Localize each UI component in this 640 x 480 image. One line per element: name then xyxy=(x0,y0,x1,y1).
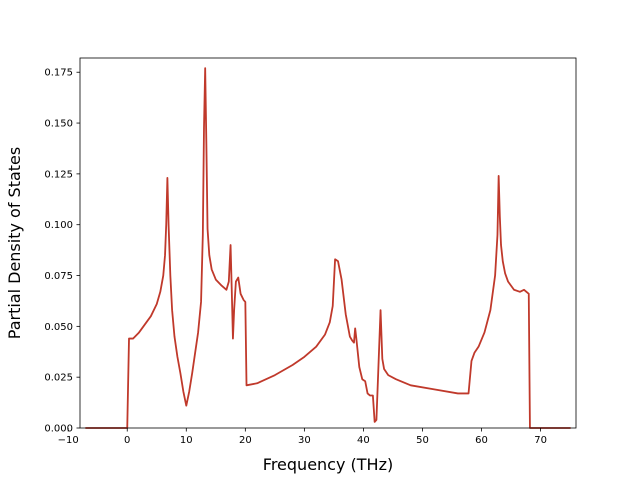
y-tick-label: 0.075 xyxy=(44,271,73,282)
x-tick-label: 40 xyxy=(357,435,370,446)
y-tick-label: 0.125 xyxy=(44,169,73,180)
x-tick-label: 60 xyxy=(475,435,488,446)
y-tick-label: 0.150 xyxy=(44,119,73,130)
y-tick-label: 0.000 xyxy=(44,424,73,435)
x-tick-label: 70 xyxy=(534,435,547,446)
y-tick-label: 0.175 xyxy=(44,68,73,79)
y-axis-label: Partial Density of States xyxy=(5,147,24,339)
x-axis-label: Frequency (THz) xyxy=(263,455,393,474)
pdos-series-line xyxy=(85,67,571,429)
y-axis-ticks: 0.000 0.025 0.050 0.075 0.100 0.125 0.150 0.175 xyxy=(44,68,80,435)
x-tick-label: 20 xyxy=(239,435,252,446)
x-tick-label: 0 xyxy=(124,435,130,446)
x-tick-label: 30 xyxy=(298,435,311,446)
y-tick-label: 0.025 xyxy=(44,373,73,384)
x-axis-ticks: −10 0 10 20 30 40 50 60 70 xyxy=(58,428,547,446)
y-tick-label: 0.050 xyxy=(44,322,73,333)
x-tick-label: −10 xyxy=(58,435,79,446)
plot-area xyxy=(79,57,577,429)
x-tick-label: 10 xyxy=(180,435,193,446)
x-tick-label: 50 xyxy=(416,435,429,446)
plot-frame xyxy=(79,57,577,429)
y-tick-label: 0.100 xyxy=(44,220,73,231)
